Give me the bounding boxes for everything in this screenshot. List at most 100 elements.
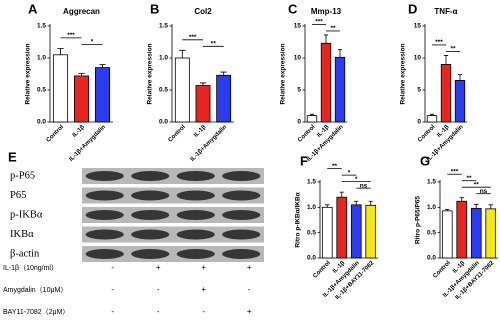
y-axis-label: Ritro p-P65/P65	[415, 196, 422, 244]
bar	[365, 204, 377, 259]
significance-label: *	[91, 39, 94, 46]
bar	[321, 206, 333, 259]
y-tick-label: 10	[294, 55, 302, 62]
chart-title: TNF-α	[434, 7, 457, 16]
y-tick-label: 0.5	[307, 229, 316, 236]
blot-band	[176, 229, 215, 240]
significance-label: ns	[480, 188, 488, 195]
y-tick-label: 0.0	[427, 255, 436, 262]
x-tick-label: IL-1β	[193, 124, 208, 139]
error-bar	[99, 64, 106, 68]
y-tick-label: 1.0	[427, 204, 436, 211]
bar	[174, 57, 190, 123]
blot-strip	[82, 207, 264, 223]
panel-letter: E	[8, 149, 17, 164]
treatment-mark: -	[111, 263, 114, 272]
y-tick-label: 0.0	[37, 119, 46, 126]
bar	[456, 200, 468, 259]
treatment-mark: -	[157, 307, 160, 316]
y-axis-label: Relative expression	[400, 43, 407, 104]
bar	[426, 115, 438, 123]
blot-band	[85, 229, 124, 240]
bar	[306, 115, 318, 123]
treatment-label: IL-1β（10ng/ml）	[3, 264, 58, 272]
treatment-mark: -	[202, 307, 205, 316]
significance-label: ns	[360, 182, 368, 189]
bar	[334, 56, 346, 123]
blot-strip	[82, 187, 264, 204]
treatment-label: Amygdalin（10μM）	[3, 286, 67, 294]
blot-label: β-actin	[10, 248, 40, 259]
x-tick-label: IL-1β+Amygdalin	[68, 124, 107, 163]
x-tick-label: Control	[312, 260, 332, 280]
error-bar	[57, 48, 64, 55]
blot-label: P65	[10, 190, 26, 201]
y-tick-label: 1.5	[37, 23, 46, 30]
y-tick-label: 0.5	[37, 87, 46, 94]
significance-label: ***	[67, 32, 75, 39]
error-bar	[337, 49, 343, 58]
blot-band	[176, 171, 215, 181]
blot-band	[176, 249, 215, 259]
bar	[52, 54, 69, 123]
blot-band	[131, 190, 170, 201]
blot-band	[131, 171, 170, 181]
significance-label: **	[332, 163, 338, 170]
error-bar	[488, 204, 493, 209]
bar	[336, 196, 348, 259]
y-tick-label: 10	[414, 55, 422, 62]
significance-label: ***	[315, 19, 323, 26]
x-tick-label: Control	[46, 124, 66, 144]
y-tick-label: 1.5	[307, 179, 316, 186]
error-bar	[179, 49, 186, 58]
panel-letter: A	[28, 1, 38, 16]
chart-title: Aggrecan	[63, 7, 100, 16]
blot-band	[131, 210, 170, 220]
x-tick-label: Control	[417, 124, 437, 144]
x-tick-label: Control	[297, 124, 317, 144]
error-bar	[474, 203, 479, 209]
panel-letter: C	[288, 1, 298, 16]
x-tick-label: Control	[168, 124, 188, 144]
y-tick-label: 1.0	[307, 204, 316, 211]
bar	[94, 67, 111, 123]
chart-title: Col2	[194, 7, 212, 16]
significance-label: ***	[435, 39, 443, 46]
treatment-mark: +	[156, 263, 161, 272]
error-bar	[354, 200, 359, 205]
significance-label: *	[355, 176, 358, 183]
blot-band	[131, 249, 170, 259]
bar	[195, 85, 211, 123]
y-tick-label: 1.5	[427, 179, 436, 186]
y-tick-label: 0.0	[307, 255, 316, 262]
blot-label: p-IKBα	[10, 209, 43, 220]
y-axis-label: Relative expression	[280, 43, 287, 104]
treatment-mark: -	[111, 285, 114, 294]
significance-label: **	[450, 46, 456, 53]
blot-band	[222, 210, 261, 220]
blot-band	[85, 249, 124, 259]
significance-label: *	[348, 169, 351, 176]
blot-label: p-P65	[10, 170, 35, 181]
y-tick-label: 0	[417, 119, 421, 126]
y-tick-label: 1.0	[159, 55, 168, 62]
significance-label: ***	[451, 168, 459, 175]
error-bar	[459, 197, 464, 202]
treatment-mark: +	[247, 307, 252, 316]
y-axis-label: Ritro p-IKBα/IKBα	[295, 192, 302, 247]
treatment-mark: -	[248, 285, 251, 294]
blot-band	[85, 171, 124, 181]
significance-label: **	[211, 41, 217, 48]
panel-letter: B	[150, 1, 159, 16]
x-tick-label: IL-1β+Amygdalin	[190, 124, 229, 163]
y-tick-label: 15	[294, 23, 302, 30]
chart-title: Mmp-13	[311, 7, 342, 16]
significance-label: **	[466, 175, 472, 182]
bar	[216, 74, 232, 123]
x-tick-label: IL-1β	[72, 124, 87, 139]
panel-letter: D	[408, 1, 417, 16]
y-tick-label: 1.0	[37, 55, 46, 62]
bar	[73, 75, 90, 123]
blot-band	[222, 229, 261, 240]
